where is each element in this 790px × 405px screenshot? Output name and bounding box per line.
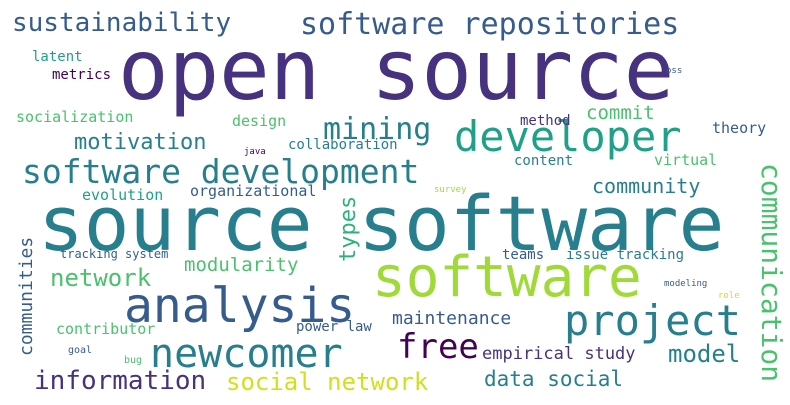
word-newcomer: newcomer [150,331,343,377]
word-information: information [34,366,207,396]
word-oss: oss [666,66,683,76]
word-latent: latent [32,49,83,65]
word-teams: teams [502,247,545,263]
word-open-source: open source [118,21,675,119]
word-evolution: evolution [82,186,164,204]
word-empirical-study: empirical study [482,344,636,364]
word-data-social: data social [484,367,624,391]
word-social-network: social network [226,368,429,396]
word-model: model [668,340,741,368]
word-communication: communication [755,163,788,383]
word-content: content [514,153,574,169]
word-maintenance: maintenance [392,308,512,329]
word-motivation: motivation [74,130,207,155]
word-role: role [718,291,740,301]
word-organizational: organizational [190,182,317,200]
word-collaboration: collaboration [288,137,398,153]
word-types: types [336,195,361,262]
word-project: project [564,296,742,345]
word-survey: survey [434,185,467,195]
word-modeling: modeling [664,279,708,289]
word-software-repositories: software repositories [300,7,680,42]
word-community: community [592,174,701,198]
word-socialization: socialization [16,108,134,126]
word-free: free [397,327,479,367]
word-source-software: source software [38,179,725,268]
word-theory: theory [712,119,767,137]
word-design: design [232,112,287,130]
word-issue-tracking: issue tracking [566,247,685,263]
word-software-development: software development [22,152,420,191]
word-developer: developer [454,112,682,161]
word-goal: goal [68,345,93,356]
word-contributor: contributor [56,320,156,338]
word-network: network [50,264,152,292]
word-software: software [372,245,642,310]
word-bug: bug [124,355,143,366]
word-commit: commit [586,102,655,124]
word-sustainability: sustainability [12,8,232,38]
word-mining: mining [323,112,432,147]
word-metrics: metrics [52,67,112,83]
word-power-law: power law [296,319,372,335]
word-tracking-system: tracking system [60,247,169,261]
word-method: method [520,113,571,129]
word-communities: communities [16,236,37,356]
word-analysis: analysis [124,278,356,334]
word-virtual: virtual [654,151,718,169]
word-modularity: modularity [184,254,299,276]
word-java: java [244,147,266,157]
